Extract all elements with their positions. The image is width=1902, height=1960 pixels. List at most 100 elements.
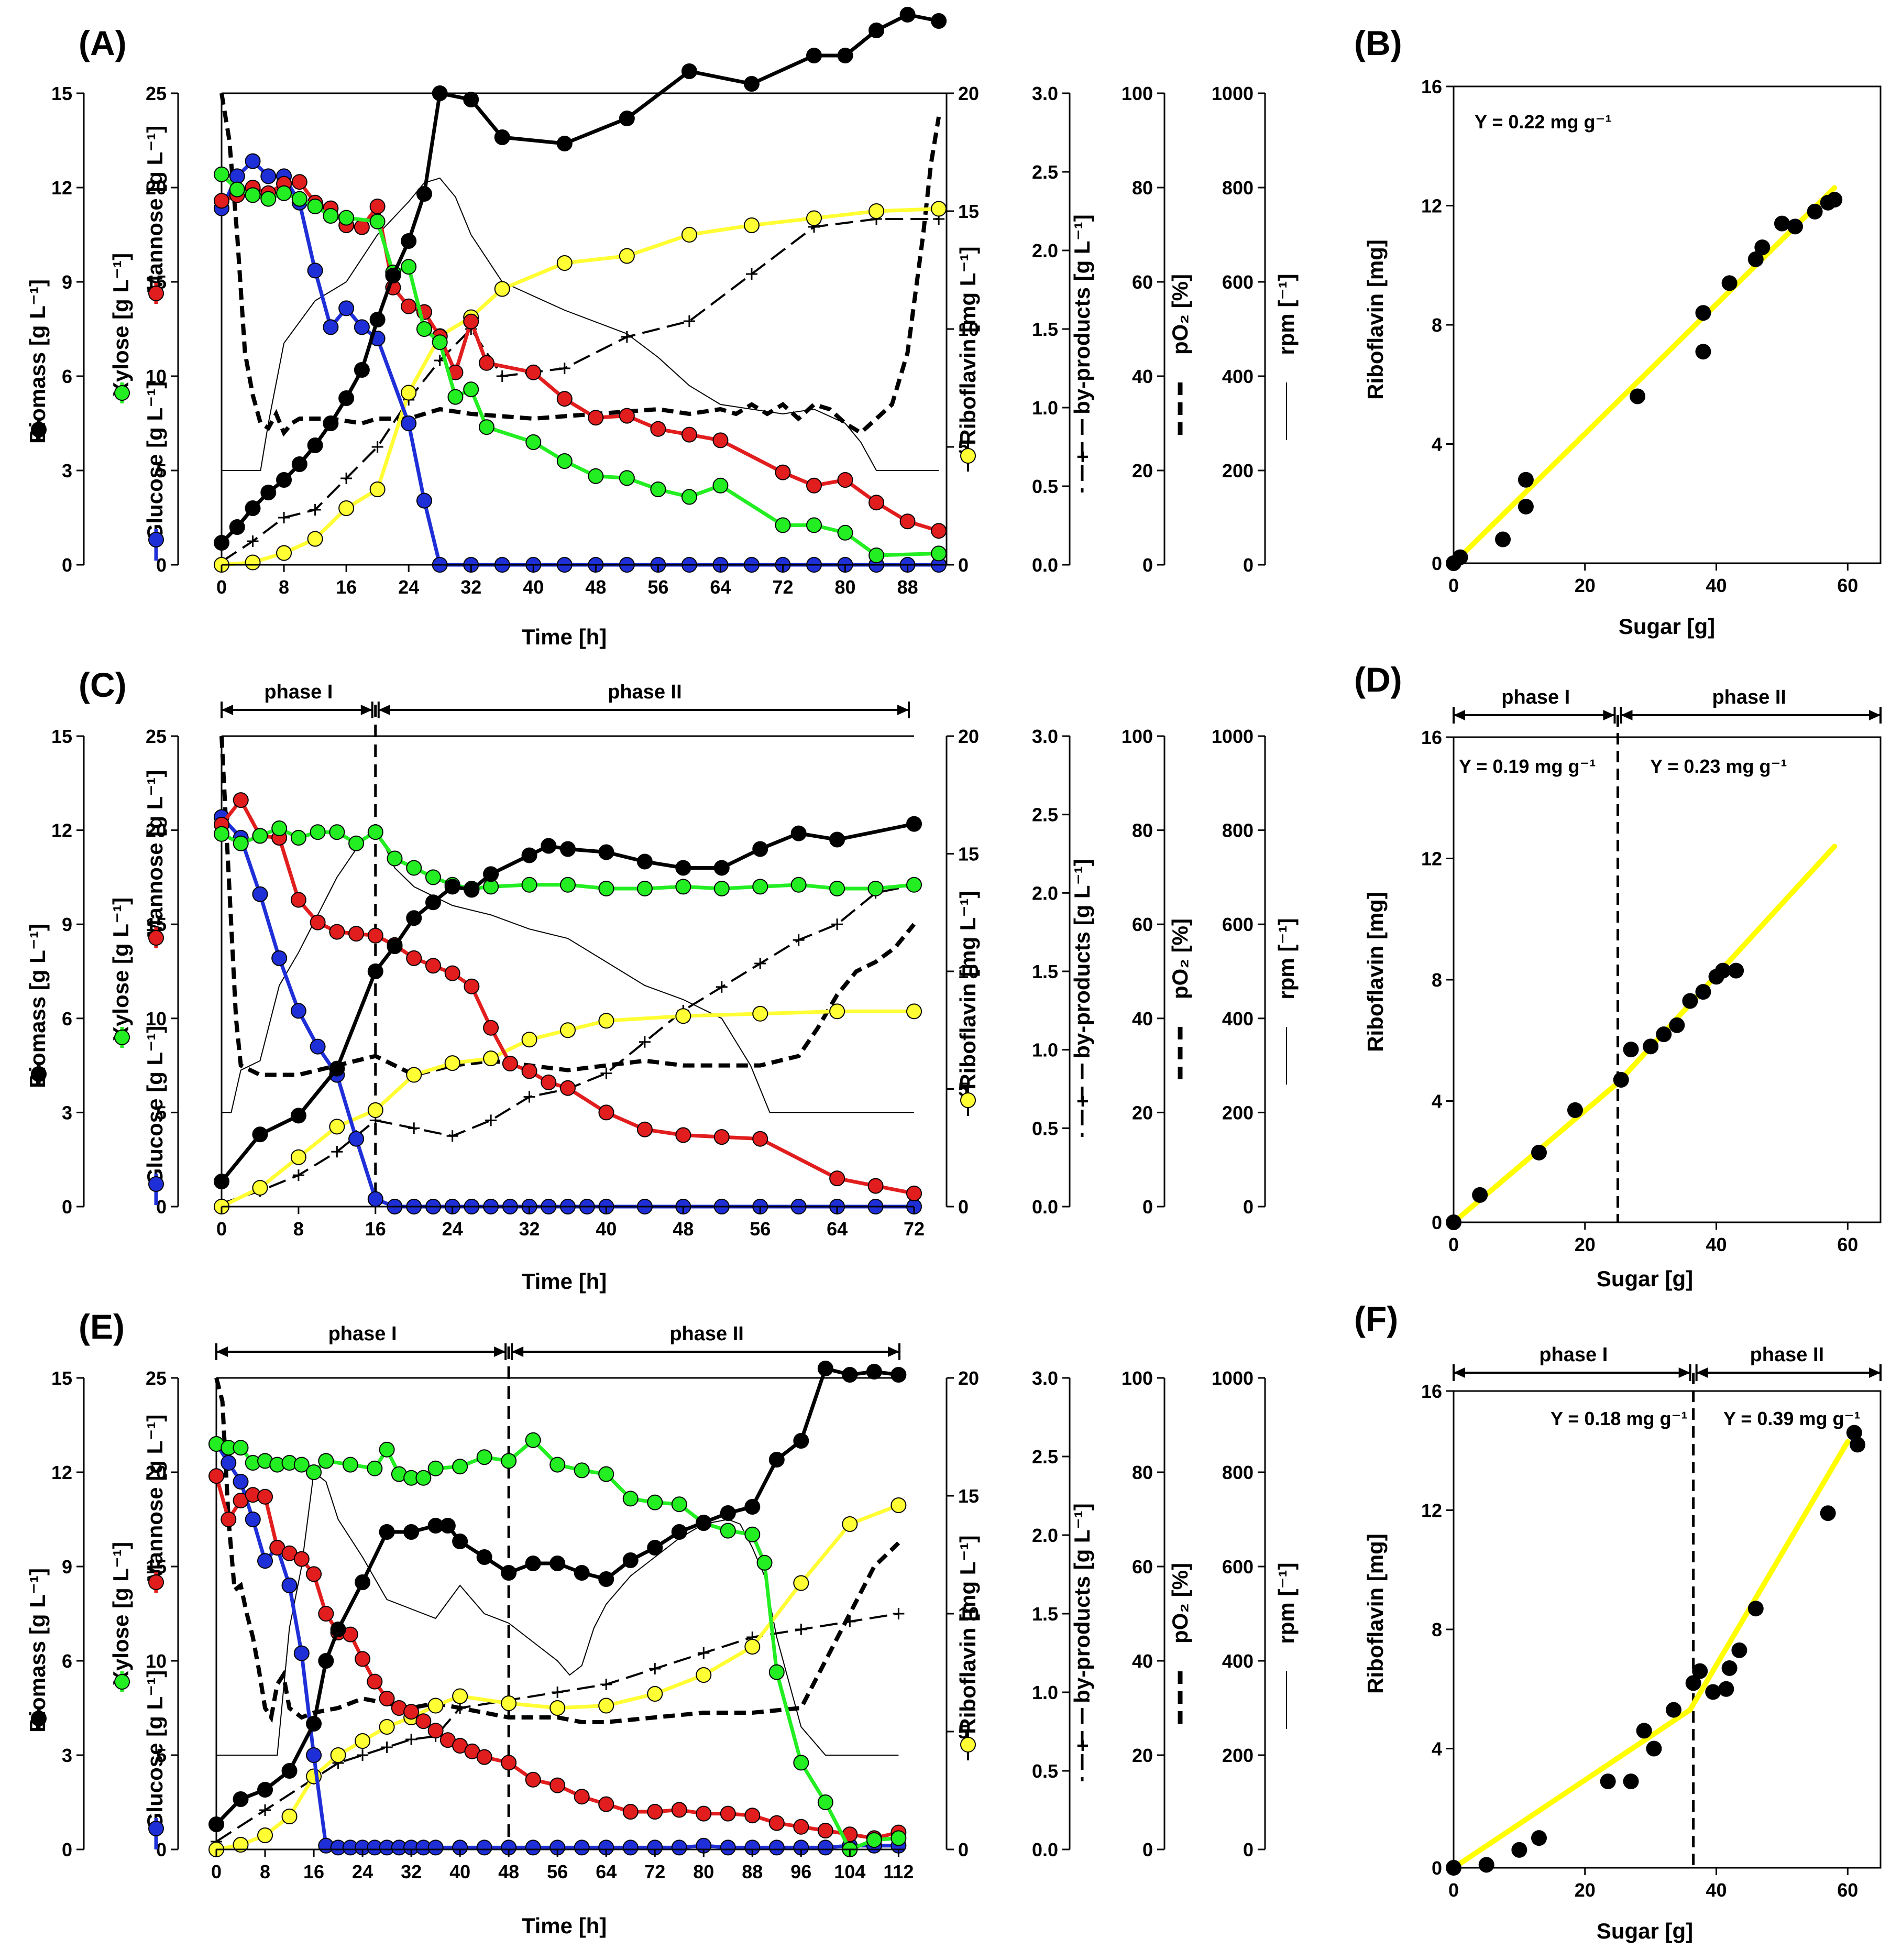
mannose-point bbox=[379, 1691, 395, 1706]
yield-point bbox=[1692, 1663, 1708, 1679]
riboflavin-point bbox=[752, 1005, 768, 1022]
mannose-point bbox=[208, 1468, 224, 1484]
plot-frame-d bbox=[1453, 736, 1882, 1223]
x-tick-label: 48 bbox=[498, 1861, 519, 1882]
fit-line-b bbox=[1451, 185, 1838, 566]
sugar-c-tick-label: 25 bbox=[146, 726, 167, 747]
byproducts-a-tick-label: 3.0 bbox=[1032, 83, 1058, 104]
xylose-point bbox=[252, 828, 268, 844]
sugar-a-tick-label: 20 bbox=[146, 177, 167, 199]
riboflavin-point bbox=[556, 255, 573, 271]
xylose-point bbox=[906, 877, 922, 893]
sugar-e-tick-label: 10 bbox=[146, 1650, 167, 1672]
xylose-point bbox=[338, 210, 355, 226]
xylose-axis-label-c: Xylose [g L⁻¹] bbox=[108, 897, 133, 1048]
biomass-point bbox=[354, 362, 370, 378]
xylose-point bbox=[318, 1453, 334, 1469]
byproducts-point bbox=[600, 1679, 612, 1690]
biomass-point bbox=[549, 1556, 566, 1571]
rpm-axis-label-e: rpm [⁻¹] bbox=[1274, 1562, 1299, 1729]
riboflavin-e-tick-label: 0 bbox=[958, 1839, 969, 1860]
mannose-point bbox=[817, 1823, 833, 1838]
byproducts-e-tick-label: 3.0 bbox=[1032, 1367, 1058, 1389]
glucose-point bbox=[525, 1839, 541, 1856]
plot-f-area bbox=[1446, 1373, 1882, 1876]
byproducts-point bbox=[716, 981, 728, 993]
yield-point bbox=[1721, 1660, 1738, 1676]
x-tick-label: 16 bbox=[303, 1861, 324, 1882]
mannose-line-a bbox=[221, 180, 940, 533]
x-tick-label: 40 bbox=[1706, 1234, 1727, 1255]
biomass-point bbox=[906, 816, 922, 832]
byproducts-point bbox=[309, 504, 321, 516]
y-tick-label: 4 bbox=[1432, 1091, 1442, 1112]
mannose-point bbox=[636, 1121, 653, 1137]
biomass-point bbox=[281, 1763, 298, 1779]
yield-annotation-d-phase1: Y = 0.19 mg g⁻¹ bbox=[1459, 755, 1596, 777]
byproducts-a-tick-label: 2.5 bbox=[1032, 161, 1058, 183]
byproducts-point bbox=[639, 1036, 651, 1048]
x-tick-label: 40 bbox=[449, 1861, 470, 1882]
sugar-e-tick-label: 0 bbox=[156, 1839, 167, 1860]
x-axis-a: 0 8 16 24 32 40 48 56 64 72 80 88 bbox=[216, 564, 947, 598]
riboflavin-c-tick-label: 20 bbox=[958, 726, 979, 747]
biomass-point bbox=[890, 1367, 907, 1383]
xylose-point bbox=[452, 1459, 468, 1475]
x-tick-label: 88 bbox=[742, 1861, 763, 1882]
x-label-d: Sugar [g] bbox=[1597, 1266, 1693, 1291]
mannose-point bbox=[549, 1777, 566, 1793]
xylose-point bbox=[521, 877, 537, 893]
biomass-axis-label-e: Biomass [g L⁻¹] bbox=[25, 1568, 50, 1733]
po2-a-tick-label: 60 bbox=[1132, 271, 1153, 293]
xylose-point bbox=[675, 879, 691, 895]
legend-marker-xylose-c bbox=[114, 1030, 130, 1045]
plot-b-area bbox=[1446, 85, 1882, 571]
mannose-point bbox=[829, 1170, 845, 1187]
xylose-point bbox=[342, 1457, 358, 1473]
yield-point bbox=[1643, 1038, 1659, 1055]
byproducts-e-tick-label: 2.5 bbox=[1032, 1446, 1058, 1468]
biomass-point bbox=[793, 1433, 809, 1449]
riboflavin-point bbox=[696, 1667, 712, 1683]
xylose-point bbox=[415, 1470, 432, 1486]
byproducts-label-a: by-products [g L⁻¹] bbox=[1070, 214, 1094, 414]
byproducts-c-tick-label: 2.0 bbox=[1032, 882, 1058, 904]
yield-annotation-f-phase1: Y = 0.18 mg g⁻¹ bbox=[1551, 1408, 1687, 1429]
y-tick-label: 4 bbox=[1432, 434, 1442, 455]
biomass-point bbox=[257, 1782, 273, 1798]
legend-marker-mannose-e bbox=[148, 1574, 164, 1590]
biomass-c-tick-label: 6 bbox=[62, 1008, 72, 1030]
xylose-point bbox=[636, 880, 653, 896]
glucose-point bbox=[293, 1645, 310, 1661]
mannose-point bbox=[291, 174, 307, 190]
mannose-point bbox=[768, 1815, 785, 1831]
yield-point bbox=[1787, 218, 1803, 235]
xylose-point bbox=[293, 1457, 310, 1473]
riboflavin-line-a bbox=[221, 207, 939, 567]
phase-markers-e: phase I phase II bbox=[215, 1323, 900, 1360]
biomass-point bbox=[752, 841, 768, 857]
mannose-point bbox=[806, 477, 822, 494]
yield-point bbox=[1682, 993, 1698, 1009]
rpm-a-tick-label: 400 bbox=[1222, 366, 1254, 387]
riboflavin-point bbox=[598, 1013, 614, 1029]
biomass-point bbox=[290, 1108, 306, 1124]
legend-marker-glucose-e bbox=[148, 1821, 164, 1836]
glucose-point bbox=[229, 168, 245, 184]
mannose-point bbox=[483, 1020, 499, 1036]
xylose-point bbox=[401, 259, 417, 275]
x-axis-d: 0 20 40 60 bbox=[1448, 1222, 1858, 1255]
x-tick-label: 40 bbox=[1706, 1879, 1727, 1901]
mannose-point bbox=[501, 1755, 517, 1771]
xylose-point bbox=[756, 1554, 773, 1571]
xylose-point bbox=[416, 321, 432, 337]
yield-point bbox=[1728, 962, 1744, 979]
glucose-point bbox=[348, 1131, 365, 1147]
riboflavin-point bbox=[931, 201, 947, 217]
legend-marker-glucose-c bbox=[148, 1176, 164, 1192]
yield-point bbox=[1715, 962, 1731, 979]
xylose-point bbox=[233, 1440, 249, 1456]
biomass-a-tick-label: 6 bbox=[62, 366, 72, 387]
riboflavin-axis-label-a: Riboflavin [mg L⁻¹] bbox=[955, 246, 980, 472]
